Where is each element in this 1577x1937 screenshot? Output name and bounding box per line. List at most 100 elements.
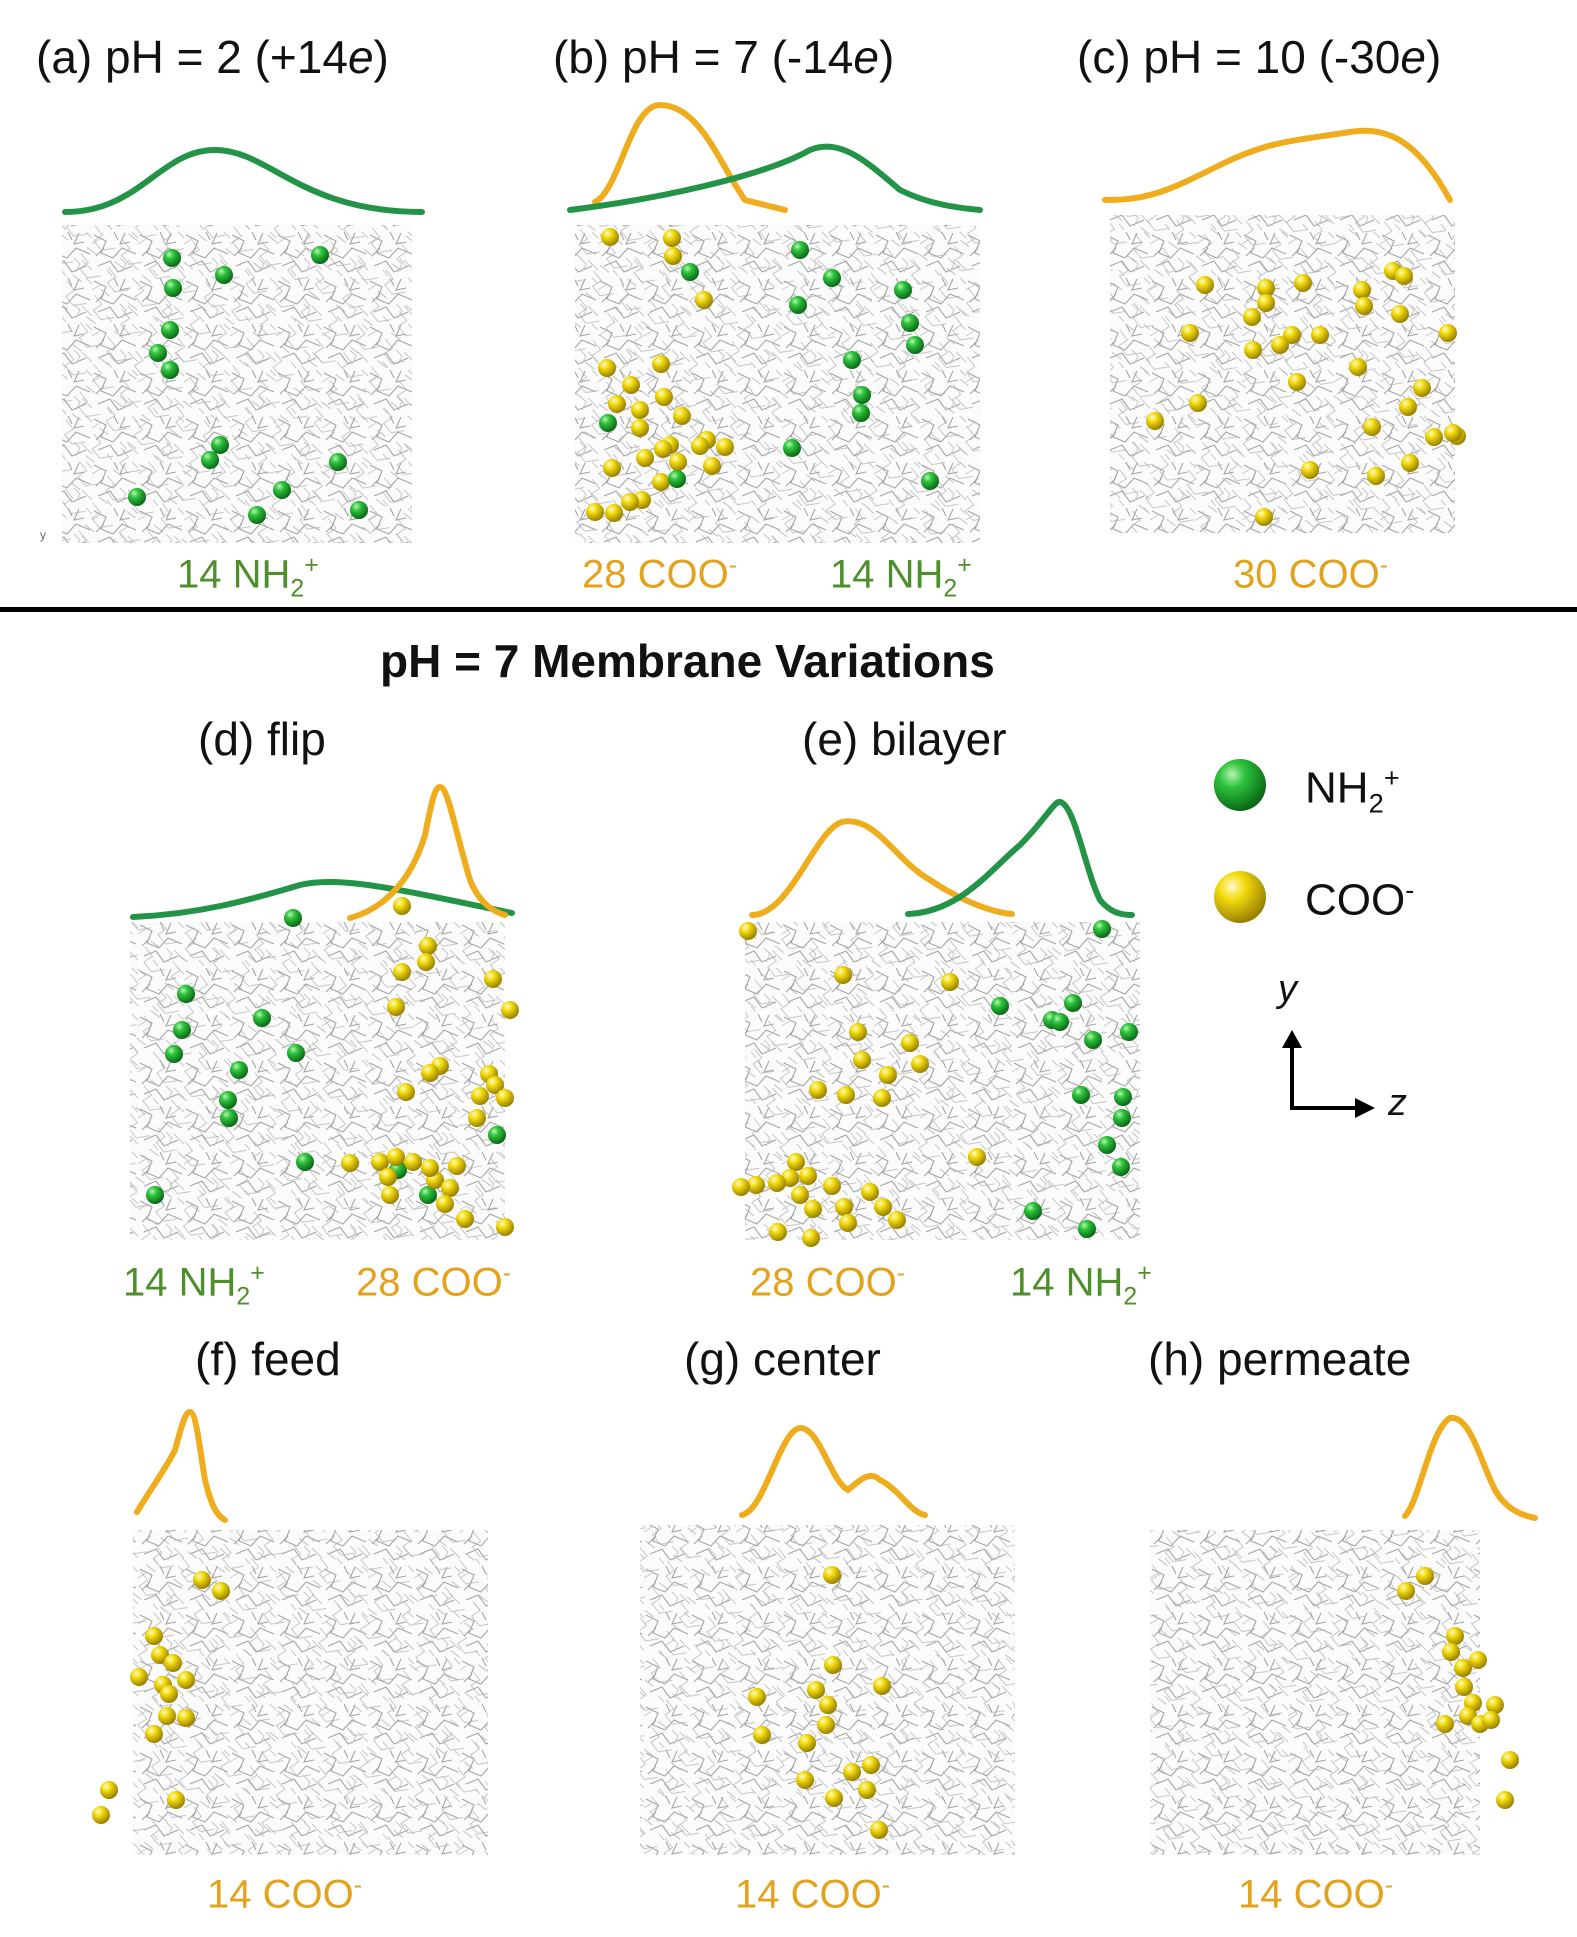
sphere-c-coo-6 <box>1257 294 1275 312</box>
sphere-e-coo-7 <box>879 1066 897 1084</box>
sphere-d-coo-20 <box>441 1179 459 1197</box>
sphere-a-nh2-8 <box>201 451 219 469</box>
sphere-h-coo-4 <box>1454 1659 1472 1677</box>
panel-e-title-text: (e) bilayer <box>802 713 1007 765</box>
sphere-b-coo-14 <box>716 438 734 456</box>
sphere-e-coo-24 <box>839 1214 857 1232</box>
sphere-f-coo-4 <box>164 1654 182 1672</box>
sphere-c-coo-11 <box>1181 324 1199 342</box>
sphere-c-coo-13 <box>1271 336 1289 354</box>
sphere-c-coo-24 <box>1401 454 1419 472</box>
sphere-d-nh2-10 <box>146 1186 164 1204</box>
sphere-b-coo-22 <box>621 493 639 511</box>
sphere-c-coo-19 <box>1413 379 1431 397</box>
sphere-b-nh2-6 <box>906 336 924 354</box>
sphere-a-nh2-2 <box>311 246 329 264</box>
sphere-b-coo-9 <box>631 401 649 419</box>
sphere-e-nh2-2 <box>1064 994 1082 1012</box>
sphere-b-coo-8 <box>608 395 626 413</box>
sphere-e-nh2-13 <box>1098 1136 1116 1154</box>
sphere-e-coo-2 <box>941 973 959 991</box>
sphere-c-coo-1 <box>1257 279 1275 297</box>
sphere-d-coo-15 <box>341 1154 359 1172</box>
sphere-d-nh2-5 <box>165 1045 183 1063</box>
sphere-h-coo-2 <box>1446 1627 1464 1645</box>
sphere-e-coo-17 <box>768 1174 786 1192</box>
sphere-d-coo-10 <box>486 1076 504 1094</box>
sphere-a-nh2-5 <box>149 344 167 362</box>
sphere-d-nh2-6 <box>230 1061 248 1079</box>
sphere-a-nh2-11 <box>273 481 291 499</box>
membrane-c-texture <box>1110 215 1455 533</box>
sphere-b-coo-23 <box>586 503 604 521</box>
density-curve-g-coo <box>739 1424 928 1518</box>
count-c-coo: 30 COO- <box>1233 552 1388 597</box>
count-e-coo: 28 COO- <box>750 1260 905 1305</box>
sphere-g-coo-6 <box>817 1716 835 1734</box>
sphere-e-coo-0 <box>739 922 757 940</box>
sphere-d-nh2-7 <box>219 1091 237 1109</box>
sphere-e-coo-20 <box>835 1198 853 1216</box>
sphere-f-coo-5 <box>130 1668 148 1686</box>
count-b-coo: 28 COO- <box>582 552 737 597</box>
density-curves <box>62 101 1538 1523</box>
panel-e-title: (e) bilayer <box>802 712 1007 766</box>
membrane-e-texture <box>745 922 1140 1240</box>
sphere-f-coo-14 <box>92 1806 110 1824</box>
sphere-b-coo-6 <box>622 376 640 394</box>
sphere-b-coo-21 <box>605 504 623 522</box>
sphere-f-coo-7 <box>177 1671 195 1689</box>
sphere-f-coo-1 <box>212 1582 230 1600</box>
sphere-c-coo-20 <box>1399 398 1417 416</box>
axis-z-label: z <box>1388 1082 1407 1124</box>
panel-g-title: (g) center <box>684 1332 881 1386</box>
sphere-d-coo-27 <box>456 1210 474 1228</box>
sphere-e-coo-14 <box>799 1167 817 1185</box>
sphere-b-coo-17 <box>603 459 621 477</box>
sphere-a-nh2-10 <box>128 488 146 506</box>
panel-a-title-text: (a) pH = 2 (+14e) <box>36 31 389 83</box>
sphere-e-coo-12 <box>787 1153 805 1171</box>
sphere-h-coo-11 <box>1436 1715 1454 1733</box>
sphere-c-coo-0 <box>1196 276 1214 294</box>
sphere-b-coo-11 <box>631 419 649 437</box>
sphere-e-nh2-7 <box>1114 1088 1132 1106</box>
axis-z-arrowhead <box>1355 1098 1375 1118</box>
sphere-c-coo-10 <box>1391 305 1409 323</box>
sphere-d-coo-23 <box>448 1157 466 1175</box>
sphere-f-coo-10 <box>145 1725 163 1743</box>
sphere-b-nh2-12 <box>921 472 939 490</box>
sphere-c-coo-22 <box>1425 428 1443 446</box>
sphere-h-coo-8 <box>1486 1696 1504 1714</box>
sphere-d-coo-18 <box>404 1153 422 1171</box>
sphere-e-coo-11 <box>968 1148 986 1166</box>
sphere-g-coo-13 <box>870 1821 888 1839</box>
sphere-d-coo-17 <box>387 1148 405 1166</box>
sphere-g-coo-3 <box>748 1688 766 1706</box>
sphere-f-coo-0 <box>193 1571 211 1589</box>
sphere-c-coo-28 <box>1255 508 1273 526</box>
sphere-e-nh2-5 <box>1084 1031 1102 1049</box>
sphere-c-coo-21 <box>1363 418 1381 436</box>
panel-c-title: (c) pH = 10 (-30e) <box>1077 30 1441 84</box>
sphere-h-coo-5 <box>1469 1651 1487 1669</box>
sphere-d-nh2-2 <box>253 1009 271 1027</box>
sphere-b-nh2-4 <box>894 281 912 299</box>
sphere-c-coo-17 <box>1189 394 1207 412</box>
sphere-e-coo-21 <box>861 1183 879 1201</box>
sphere-b-coo-3 <box>695 291 713 309</box>
sphere-g-coo-12 <box>825 1789 843 1807</box>
panel-h-title: (h) permeate <box>1148 1332 1411 1386</box>
sphere-g-coo-11 <box>796 1771 814 1789</box>
section-divider <box>0 607 1577 612</box>
panel-d-title-text: (d) flip <box>198 713 326 765</box>
panel-b-title: (b) pH = 7 (-14e) <box>553 30 894 84</box>
sphere-e-nh2-10 <box>1112 1158 1130 1176</box>
sphere-d-coo-11 <box>496 1089 514 1107</box>
panel-d-title: (d) flip <box>198 712 326 766</box>
sphere-e-coo-1 <box>834 966 852 984</box>
sphere-f-coo-9 <box>158 1707 176 1725</box>
sphere-d-coo-6 <box>501 1001 519 1019</box>
sphere-d-coo-16 <box>371 1153 389 1171</box>
